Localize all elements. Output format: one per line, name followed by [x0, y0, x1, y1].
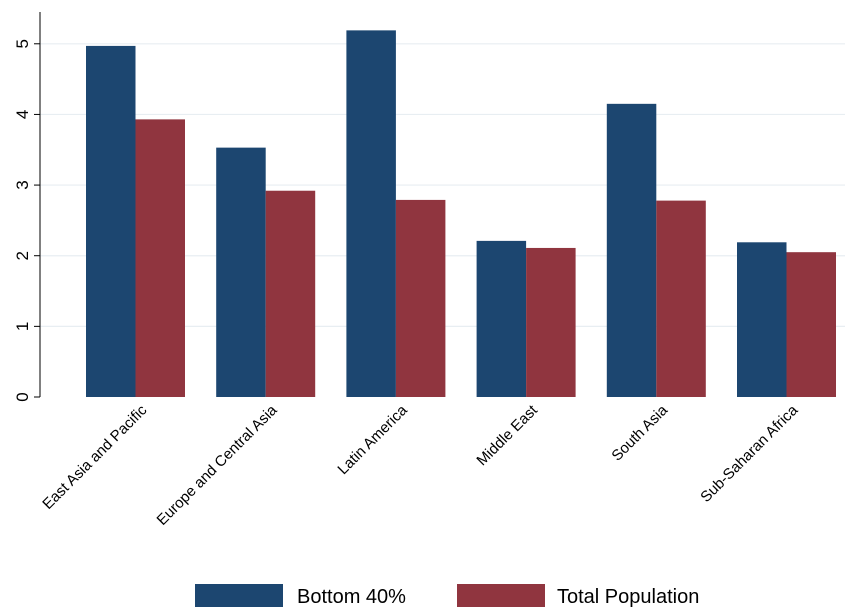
- bar-bottom-40: [346, 30, 396, 397]
- bar-total-population: [395, 199, 446, 397]
- bar-total-population: [265, 190, 316, 397]
- y-tick-label: 3: [13, 180, 32, 189]
- legend-swatch: [457, 584, 545, 607]
- category-label: Europe and Central Asia: [154, 401, 281, 528]
- bar-total-population: [656, 200, 706, 397]
- bar-bottom-40: [606, 103, 657, 397]
- bar-total-population: [786, 252, 836, 397]
- bar-bottom-40: [86, 45, 136, 397]
- category-label: Middle East: [473, 401, 541, 469]
- y-axis-ticks: 0 1 2 3 4 5: [13, 39, 40, 402]
- bar-bottom-40: [476, 240, 527, 397]
- category-labels: East Asia and Pacific Europe and Central …: [39, 401, 802, 529]
- bar-bottom-40: [216, 147, 266, 397]
- bars: [86, 30, 836, 397]
- y-tick-label: 5: [13, 39, 32, 48]
- category-label: South Asia: [608, 401, 671, 464]
- legend-label: Total Population: [557, 586, 699, 607]
- legend-swatch: [195, 584, 283, 607]
- y-tick-label: 1: [13, 322, 32, 331]
- bar-total-population: [135, 119, 185, 397]
- legend: Bottom 40% Total Population: [195, 584, 699, 607]
- y-tick-label: 4: [13, 110, 32, 119]
- y-tick-label: 0: [13, 392, 32, 401]
- category-label: East Asia and Pacific: [39, 401, 150, 512]
- category-label: Sub-Saharan Africa: [697, 401, 801, 505]
- legend-label: Bottom 40%: [297, 586, 406, 607]
- category-label: Latin America: [334, 401, 411, 478]
- y-tick-label: 2: [13, 251, 32, 260]
- bar-bottom-40: [737, 242, 787, 397]
- bar-total-population: [526, 247, 576, 397]
